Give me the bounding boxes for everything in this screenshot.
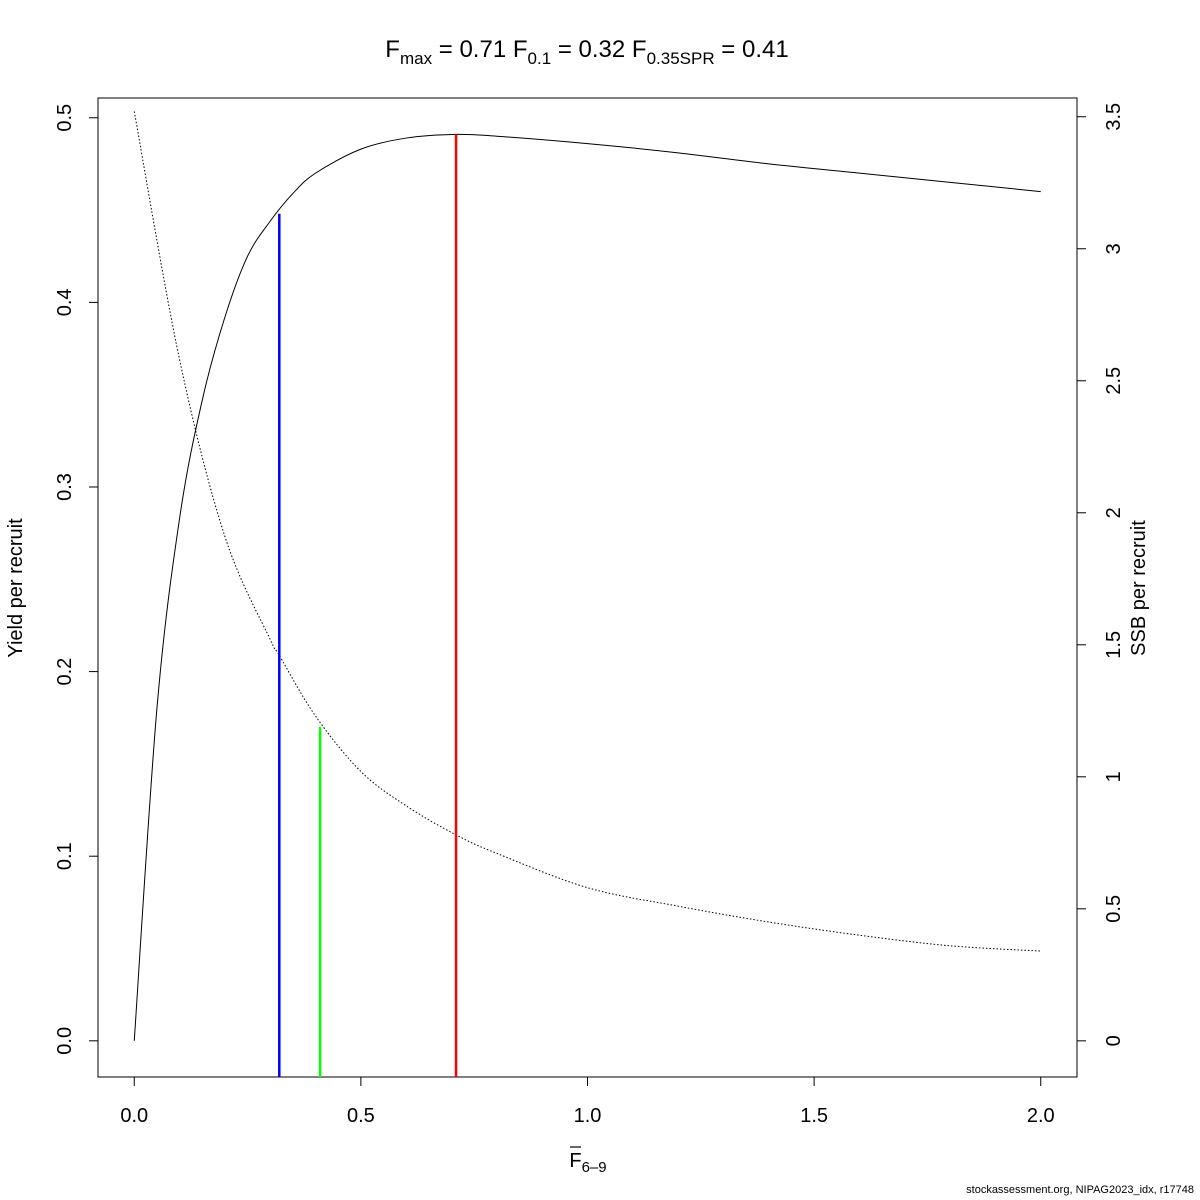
x-axis-label-sub: 6–9 [582,1159,607,1176]
series-group [133,111,1041,1041]
x-axis-label: F6–9 [569,1150,606,1176]
y-left-tick-label: 0.0 [54,1027,76,1055]
y-axis-left-label: Yield per recruit [5,518,27,658]
title-fspr-sub: 0.35SPR [647,49,715,68]
x-tick-label: 0.5 [347,1105,375,1127]
title-fspr-base: F [632,36,647,63]
title-fmax-value: 0.71 [459,36,506,63]
y-axis-right-label: SSB per recruit [1128,520,1150,656]
chart-title: Fmax = 0.71 F0.1 = 0.32 F0.35SPR = 0.41 [385,36,788,68]
y-left-tick-label: 0.5 [54,104,76,132]
x-axis: 0.0 0.5 1.0 1.5 2.0 [120,1076,1055,1127]
y-left-tick-label: 0.3 [54,473,76,501]
y-left-tick-label: 0.2 [54,658,76,686]
title-f01-sub: 0.1 [528,49,552,68]
reference-lines [278,134,458,1077]
title-fmax-base: F [385,36,400,63]
y-right-tick-label: 1 [1103,771,1125,782]
y-right-tick-label: 1.5 [1103,631,1125,659]
title-f01-value: 0.32 [579,36,626,63]
x-tick-label: 0.0 [120,1105,148,1127]
y-right-tick-label: 3.5 [1103,103,1125,131]
y-right-tick-label: 2.5 [1103,367,1125,395]
footer-credit: stockassessment.org, NIPAG2023_idx, r177… [966,1184,1194,1196]
yield-per-recruit-line [133,133,1041,1041]
y-axis-right: 0 0.5 1 1.5 2 2.5 3 3.5 [1076,103,1125,1046]
y-left-tick-label: 0.4 [54,288,76,316]
y-right-tick-label: 0.5 [1103,895,1125,923]
y-right-tick-label: 0 [1103,1035,1125,1046]
x-axis-label-base: F [569,1150,581,1172]
y-left-tick-label: 0.1 [54,842,76,870]
y-right-tick-label: 3 [1103,243,1125,254]
y-axis-left: 0.0 0.1 0.2 0.3 0.4 0.5 [54,104,99,1055]
x-tick-label: 2.0 [1027,1105,1055,1127]
title-fspr-value: 0.41 [742,36,789,63]
title-f01-base: F [513,36,528,63]
ssb-per-recruit-line [133,111,1041,952]
x-tick-label: 1.0 [574,1105,602,1127]
title-fmax-sub: max [400,49,433,68]
x-tick-label: 1.5 [800,1105,828,1127]
y-right-tick-label: 2 [1103,507,1125,518]
plot-frame [97,97,1078,1078]
